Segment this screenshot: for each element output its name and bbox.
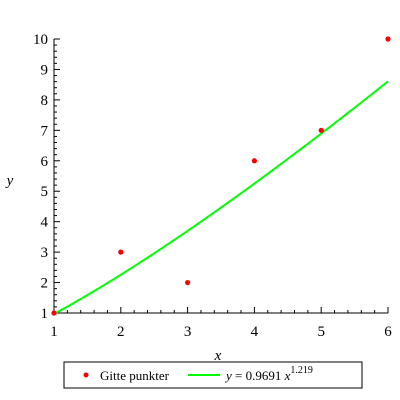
legend-label-points: Gitte punkter — [100, 368, 170, 383]
data-point — [385, 36, 391, 42]
y-tick-label: 2 — [41, 276, 49, 292]
y-tick-label: 9 — [41, 62, 49, 78]
x-tick-label: 4 — [251, 324, 259, 340]
y-tick-label: 6 — [41, 154, 49, 170]
data-points — [51, 36, 391, 316]
y-axis-label: y — [5, 173, 14, 189]
legend-eq-var: x — [284, 368, 291, 383]
legend-point-marker — [83, 372, 89, 378]
y-tick-label: 7 — [41, 123, 49, 139]
x-tick-label: 5 — [317, 324, 325, 340]
legend-eq-lhs: y — [224, 368, 232, 383]
x-tick-label: 1 — [50, 324, 58, 340]
legend-eq-exponent: 1.219 — [290, 365, 313, 376]
data-point — [318, 127, 324, 133]
x-tick-label: 6 — [384, 324, 392, 340]
x-ticks — [53, 307, 389, 313]
x-axis-label: x — [214, 348, 222, 364]
legend: Gitte punkter y = 0.9691 x1.219 — [63, 361, 363, 389]
data-point — [185, 279, 191, 286]
y-tick-label: 8 — [41, 93, 49, 109]
y-tick-label: 1 — [41, 306, 49, 322]
data-point — [51, 310, 57, 316]
legend-label-fit: y = 0.9691 x1.219 — [224, 365, 313, 383]
data-point — [118, 249, 124, 255]
axes — [53, 39, 388, 314]
x-tick-labels: 1 2 3 4 5 6 — [50, 324, 392, 340]
y-tick-labels: 1 2 3 4 5 6 7 8 9 10 — [33, 32, 49, 322]
y-tick-label: 4 — [41, 215, 49, 231]
legend-eq-middle: = 0.9691 — [232, 368, 285, 383]
y-tick-label: 5 — [41, 184, 49, 200]
y-ticks — [54, 38, 60, 314]
y-tick-label: 3 — [41, 245, 49, 261]
x-tick-label: 2 — [117, 324, 125, 340]
y-tick-label: 10 — [33, 32, 48, 48]
fit-curve — [53, 80, 389, 315]
data-point — [251, 158, 257, 164]
x-tick-label: 3 — [184, 324, 192, 340]
